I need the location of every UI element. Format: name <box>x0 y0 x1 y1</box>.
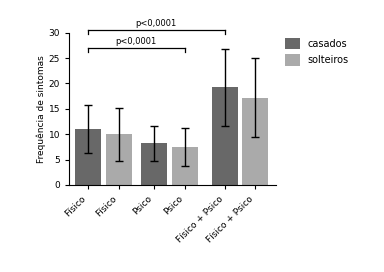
Text: p<0,0001: p<0,0001 <box>116 37 157 46</box>
Bar <box>141 143 167 185</box>
Bar <box>212 88 238 185</box>
Y-axis label: Frequência de sintomas: Frequência de sintomas <box>36 55 46 163</box>
Text: p<0,0001: p<0,0001 <box>136 19 177 28</box>
Legend: casados, solteiros: casados, solteiros <box>285 38 349 66</box>
Bar <box>172 147 197 185</box>
Bar <box>242 98 268 185</box>
Bar <box>106 134 132 185</box>
Bar <box>75 129 101 185</box>
